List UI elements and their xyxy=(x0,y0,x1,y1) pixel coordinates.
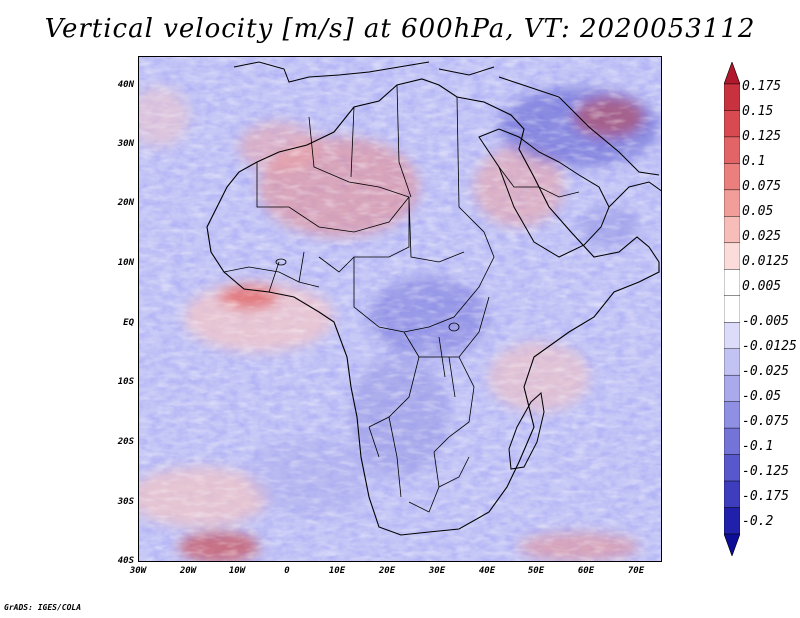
colorbar-cell xyxy=(724,295,740,323)
colorbar-label: -0.005 xyxy=(742,314,789,329)
colorbar-cell xyxy=(724,374,740,402)
colorbar-label: -0.2 xyxy=(742,514,774,529)
colorbar xyxy=(724,62,740,556)
colorbar-label: -0.075 xyxy=(742,414,789,429)
colorbar-cell xyxy=(724,163,740,191)
lat-label: EQ xyxy=(123,318,134,328)
colorbar-label: 0.1 xyxy=(742,154,766,169)
colorbar-label: -0.175 xyxy=(742,489,789,504)
colorbar-cell xyxy=(724,507,740,535)
lon-label: 30E xyxy=(428,566,446,576)
colorbar-label: 0.025 xyxy=(742,229,782,244)
colorbar-cell xyxy=(724,454,740,482)
colorbar-label: 0.125 xyxy=(742,129,782,144)
lon-label: 30W xyxy=(129,566,147,576)
colorbar-cells xyxy=(724,83,740,535)
asia-coastline xyxy=(498,76,661,208)
footer-credit: GrADS: IGES/COLA xyxy=(4,603,82,612)
colorbar-label: 0.15 xyxy=(742,104,774,119)
colorbar-cell xyxy=(724,216,740,244)
europe-coastline xyxy=(233,61,495,83)
colorbar-label: 0.005 xyxy=(742,279,782,294)
plot-title: Vertical velocity [m/s] at 600hPa, VT: 2… xyxy=(44,14,756,44)
colorbar-label: -0.1 xyxy=(742,439,774,454)
lat-label: 20S xyxy=(117,437,134,447)
colorbar-label: -0.025 xyxy=(742,364,789,379)
colorbar-cell xyxy=(724,401,740,429)
colorbar-cell xyxy=(724,110,740,138)
colorbar-bottom-arrow xyxy=(724,533,740,556)
colorbar-cell xyxy=(724,322,740,349)
colorbar-label: -0.125 xyxy=(742,464,789,479)
lat-label: 40S xyxy=(117,556,134,566)
lon-label: 60E xyxy=(577,566,595,576)
africa-coastline xyxy=(206,78,660,536)
colorbar-cell xyxy=(724,269,740,296)
lon-label: 20E xyxy=(378,566,396,576)
madagascar xyxy=(508,392,545,470)
colorbar-label: -0.0125 xyxy=(742,339,797,354)
colorbar-cell xyxy=(724,348,740,376)
colorbar-label: -0.05 xyxy=(742,389,782,404)
map-panel xyxy=(138,56,662,562)
lat-label: 10N xyxy=(117,258,134,268)
lon-label: 10W xyxy=(228,566,246,576)
colorbar-cell xyxy=(724,427,740,455)
colorbar-cell xyxy=(724,242,740,270)
lat-label: 10S xyxy=(117,377,134,387)
lon-label: 0 xyxy=(284,566,290,576)
lon-label: 50E xyxy=(527,566,545,576)
colorbar-label: 0.175 xyxy=(742,79,782,94)
colorbar-label: 0.05 xyxy=(742,204,774,219)
lon-label: 70E xyxy=(627,566,645,576)
colorbar-cell xyxy=(724,480,740,508)
colorbar-label: 0.075 xyxy=(742,179,782,194)
lon-label: 40E xyxy=(478,566,496,576)
colorbar-top-arrow xyxy=(724,62,740,85)
field-white-streaks xyxy=(139,57,661,561)
lat-label: 30N xyxy=(117,139,134,149)
lat-label: 20N xyxy=(117,198,134,208)
country-borders xyxy=(223,84,580,513)
colorbar-label: 0.0125 xyxy=(742,254,789,269)
lon-label: 10E xyxy=(328,566,346,576)
lat-label: 40N xyxy=(117,80,134,90)
lon-label: 20W xyxy=(179,566,197,576)
lakes xyxy=(275,258,460,398)
vertical-velocity-map xyxy=(139,57,661,561)
lat-label: 30S xyxy=(117,497,134,507)
colorbar-cell xyxy=(724,83,740,111)
colorbar-cell xyxy=(724,136,740,164)
colorbar-cell xyxy=(724,189,740,217)
